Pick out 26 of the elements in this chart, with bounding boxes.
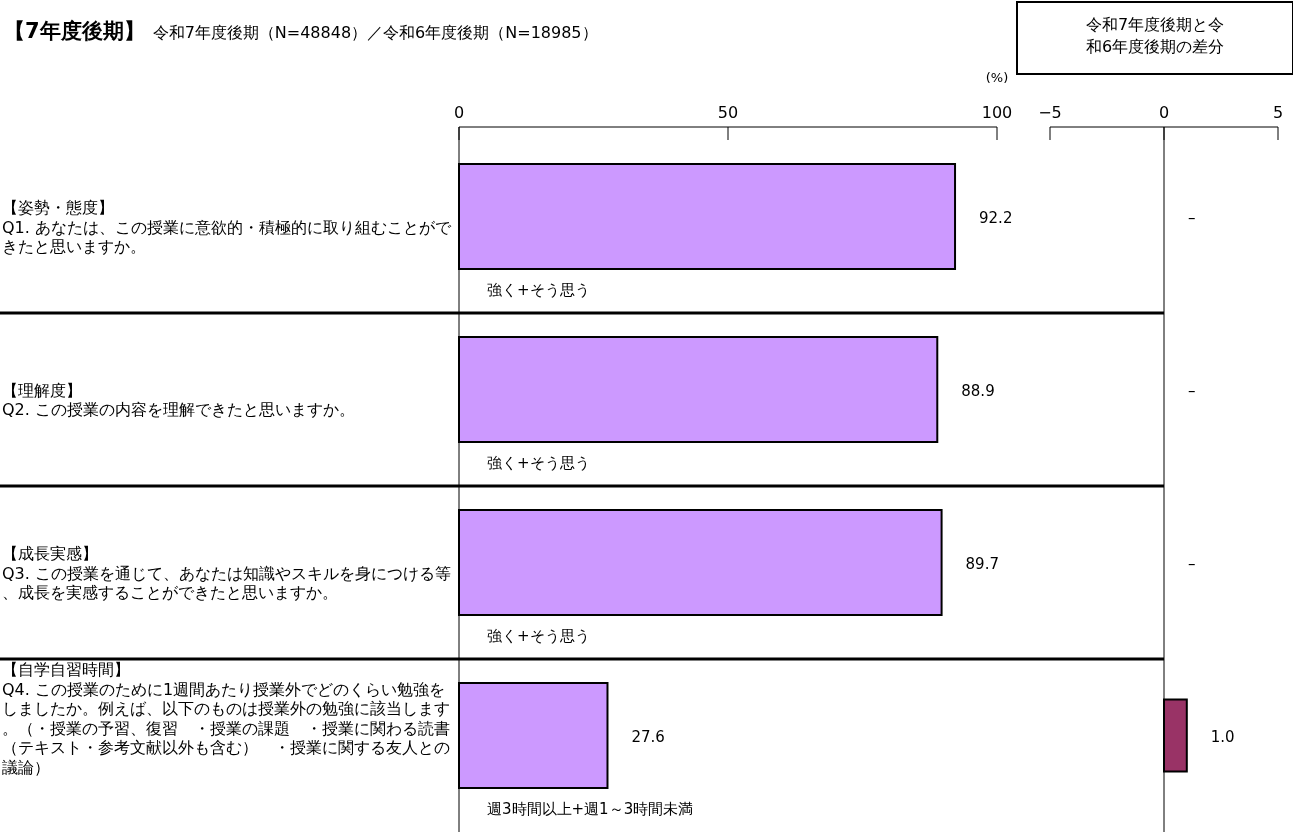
chart-subtitle: 令和7年度後期（N=48848）／令和6年度後期（N=18985） <box>152 23 598 42</box>
annotation: 強く+そう思う <box>487 454 590 472</box>
x-tick-label: 5 <box>1272 103 1284 122</box>
y-tick-label: 【自学自習時間】 Q4. この授業のために1週間あたり授業外でどのくらい勉強をしましたか。例えば、以下のものは授業外の勉強に該当します。（・授業の予習、復習 ・授業の課題 ・授業に関わる読書（テキスト・参考文献以外も含む） ・授業に関する友人との議論） <box>2 660 450 777</box>
data-label: 89.7 <box>965 554 999 573</box>
y-tick-label: 【成長実感】 Q3. この授業を通じて、あなたは知識やスキルを身につける等、成長を実感することができたと思いますか。 <box>2 544 451 602</box>
text: – <box>1188 381 1196 400</box>
data-label: 88.9 <box>961 381 995 400</box>
text: – <box>1188 554 1196 573</box>
x-tick-label: 0 <box>453 103 465 122</box>
annotation: 強く+そう思う <box>487 627 590 645</box>
text: – <box>1188 208 1196 227</box>
data-label: 92.2 <box>979 208 1013 227</box>
y-tick-label: 【姿勢・態度】 Q1. あなたは、この授業に意欲的・積極的に取り組むことができたと思いますか。 <box>2 198 452 256</box>
x-tick-label: 100 <box>981 103 1013 122</box>
data-label: 27.6 <box>631 727 665 746</box>
x-tick-label: 0 <box>1158 103 1170 122</box>
text: 【7年度後期】 <box>4 19 145 43</box>
chart-title: 令和7年度後期と令和6年度後期の差分 <box>1085 15 1225 56</box>
annotation: 週3時間以上+週1～3時間未満 <box>487 800 694 818</box>
x-tick-label: −5 <box>1038 103 1062 122</box>
data-label: 1.0 <box>1210 727 1235 746</box>
x-axis-title: (%) <box>985 70 1009 85</box>
y-tick-label: 【理解度】 Q2. この授業の内容を理解できたと思いますか。 <box>2 380 355 420</box>
x-tick-label: 50 <box>717 103 739 122</box>
annotation: 強く+そう思う <box>487 281 590 299</box>
